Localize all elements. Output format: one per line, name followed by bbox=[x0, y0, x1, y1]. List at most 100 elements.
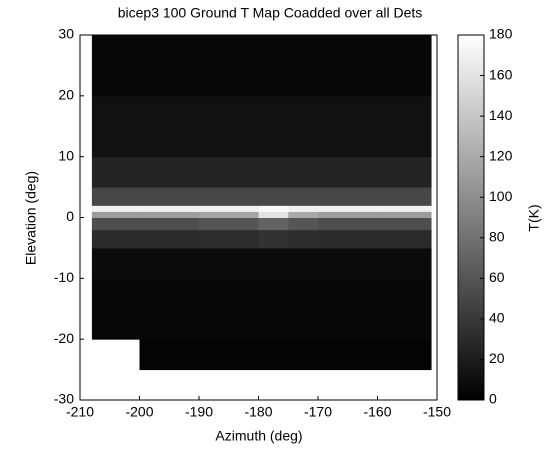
heatmap-cell bbox=[139, 95, 200, 158]
heatmap-cell bbox=[318, 339, 378, 371]
heatmap-cell bbox=[318, 95, 378, 158]
y-axis-label: Elevation (deg) bbox=[23, 171, 39, 265]
heatmap-cell bbox=[91, 95, 140, 158]
y-tick-label: 0 bbox=[66, 208, 74, 224]
heatmap-cell bbox=[318, 217, 378, 231]
heatmap-cell bbox=[258, 205, 289, 212]
heatmap-cell bbox=[199, 247, 259, 279]
colorbar-tick-label: 100 bbox=[489, 188, 513, 204]
colorbar-tick-label: 60 bbox=[489, 269, 505, 285]
heatmap-cell bbox=[377, 35, 432, 97]
heatmap-cell bbox=[288, 187, 319, 206]
heatmap-cell bbox=[288, 247, 319, 279]
heatmap-cell bbox=[199, 278, 259, 340]
heatmap-cell bbox=[199, 156, 259, 188]
heatmap-cell bbox=[258, 339, 289, 371]
heatmap-cell bbox=[91, 247, 140, 279]
heatmap-cell bbox=[139, 35, 200, 97]
heatmap-cell bbox=[377, 187, 432, 206]
colorbar-tick-label: 160 bbox=[489, 66, 513, 82]
heatmap-cell bbox=[91, 229, 140, 249]
heatmap-cell bbox=[139, 187, 200, 206]
heatmap-cell bbox=[377, 95, 432, 158]
colorbar-tick-label: 80 bbox=[489, 228, 505, 244]
x-tick-label: -210 bbox=[66, 404, 94, 420]
heatmap-cell bbox=[199, 35, 259, 97]
colorbar-tick-label: 0 bbox=[489, 391, 497, 407]
heatmap-cell bbox=[318, 156, 378, 188]
heatmap-cell bbox=[139, 247, 200, 279]
heatmap-cell bbox=[139, 211, 200, 218]
y-tick-label: 20 bbox=[58, 87, 74, 103]
colorbar-tick-label: 120 bbox=[489, 147, 513, 163]
heatmap-cell bbox=[258, 187, 289, 206]
heatmap-cell bbox=[199, 205, 259, 212]
heatmap-cell bbox=[377, 229, 432, 249]
x-tick-label: -180 bbox=[244, 404, 272, 420]
heatmap-cell bbox=[318, 205, 378, 212]
heatmap-cell bbox=[91, 278, 140, 340]
y-tick-label: 30 bbox=[58, 26, 74, 42]
heatmap-cell bbox=[139, 339, 200, 371]
colorbar-tick-label: 40 bbox=[489, 310, 505, 326]
heatmap-cell bbox=[288, 95, 319, 158]
heatmap-cell bbox=[288, 205, 319, 212]
heatmap-cell bbox=[377, 211, 432, 218]
heatmap-cell bbox=[199, 217, 259, 231]
heatmap-cell bbox=[91, 217, 140, 231]
heatmap-cell bbox=[377, 217, 432, 231]
heatmap-cell bbox=[288, 278, 319, 340]
x-tick-label: -200 bbox=[125, 404, 153, 420]
x-tick-label: -150 bbox=[423, 404, 451, 420]
heatmap-cell bbox=[139, 229, 200, 249]
y-tick-label: -10 bbox=[54, 269, 74, 285]
colorbar-tick-label: 180 bbox=[489, 26, 513, 42]
heatmap-cell bbox=[258, 211, 289, 218]
heatmap-cell bbox=[288, 217, 319, 231]
colorbar-tick-label: 140 bbox=[489, 107, 513, 123]
heatmap-cell bbox=[288, 339, 319, 371]
heatmap-cell bbox=[318, 35, 378, 97]
heatmap-cell bbox=[258, 229, 289, 249]
colorbar-label: T(K) bbox=[526, 204, 542, 231]
y-tick-label: 10 bbox=[58, 147, 74, 163]
heatmap-cell bbox=[91, 156, 140, 188]
heatmap-cell bbox=[199, 229, 259, 249]
heatmap-cell bbox=[139, 217, 200, 231]
heatmap-cell bbox=[377, 278, 432, 340]
heatmap-cell bbox=[258, 217, 289, 231]
heatmap-cell bbox=[318, 247, 378, 279]
heatmap-cell bbox=[139, 205, 200, 212]
heatmap-cell bbox=[139, 278, 200, 340]
x-tick-label: -170 bbox=[304, 404, 332, 420]
heatmap-cell bbox=[258, 278, 289, 340]
heatmap-cell bbox=[288, 211, 319, 218]
heatmap-cell bbox=[318, 278, 378, 340]
heatmap-cell bbox=[258, 156, 289, 188]
y-tick-label: -30 bbox=[54, 391, 74, 407]
x-tick-label: -190 bbox=[185, 404, 213, 420]
heatmap-cell bbox=[377, 205, 432, 212]
heatmap-cell bbox=[288, 229, 319, 249]
heatmap-cell bbox=[199, 339, 259, 371]
colorbar-tick-label: 20 bbox=[489, 350, 505, 366]
y-tick-label: -20 bbox=[54, 330, 74, 346]
heatmap-cell bbox=[199, 95, 259, 158]
heatmap-cell bbox=[91, 187, 140, 206]
heatmap-cell bbox=[377, 339, 432, 371]
heatmap-cell bbox=[139, 156, 200, 188]
heatmap-cell bbox=[288, 156, 319, 188]
heatmap-cell bbox=[199, 187, 259, 206]
x-axis-label: Azimuth (deg) bbox=[215, 428, 302, 444]
heatmap-cell bbox=[199, 211, 259, 218]
heatmap-cell bbox=[318, 211, 378, 218]
heatmap-cell bbox=[258, 95, 289, 158]
chart-title: bicep3 100 Ground T Map Coadded over all… bbox=[118, 5, 423, 21]
heatmap-cell bbox=[318, 187, 378, 206]
heatmap-cell bbox=[91, 205, 140, 212]
heatmap-cell bbox=[91, 35, 140, 97]
x-tick-label: -160 bbox=[363, 404, 391, 420]
heatmap-cell bbox=[258, 247, 289, 279]
heatmap-cell bbox=[91, 211, 140, 218]
